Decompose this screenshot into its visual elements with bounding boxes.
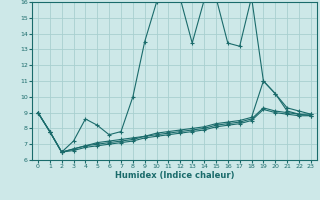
X-axis label: Humidex (Indice chaleur): Humidex (Indice chaleur) xyxy=(115,171,234,180)
